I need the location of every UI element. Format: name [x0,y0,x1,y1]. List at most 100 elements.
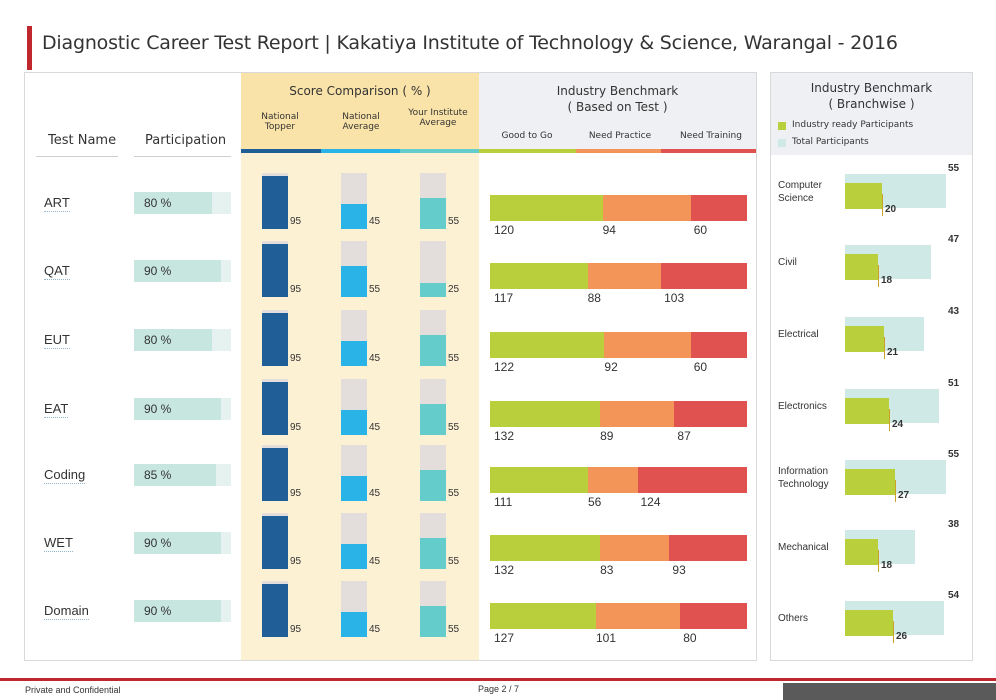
industry-benchmark-value: 60 [693,360,708,374]
branch-name: Others [778,613,809,624]
score-bar-value: 45 [369,556,381,567]
score-bar [262,382,288,435]
title-accent-bar [27,26,32,70]
participation-value: 90 % [144,402,172,416]
industry-benchmark-value: 88 [587,291,601,305]
branch-name: Electrical [778,329,819,340]
participation-value: 90 % [144,604,172,618]
participation-fill [134,260,222,282]
branch-total-value: 54 [948,590,960,601]
participation-header-rule [134,156,231,157]
score-comparison-header-background [241,73,479,151]
branch-ready-bar [845,326,884,352]
national-topper-header: National Topper [261,112,299,132]
score-bar [341,266,367,297]
need-training-segment [690,332,747,358]
need-training-segment [661,263,747,289]
score-bar-value: 45 [369,353,381,364]
good-to-go-segment [490,332,605,358]
score-bar [341,341,367,366]
score-bar [420,198,446,229]
good-to-go-header: Good to Go [501,131,553,141]
score-bar-value: 95 [290,556,302,567]
participation-bar: 90 % [134,532,231,554]
industry-benchmark-value: 93 [672,563,686,577]
good-to-go-segment [490,603,596,629]
branch-benchmark-header-line1: Industry Benchmark [810,81,933,95]
branch-ready-bar [845,254,878,280]
score-bar-value: 45 [369,624,381,635]
participation-value: 80 % [144,333,172,347]
test-name: ART [44,195,70,212]
branch-ready-marker [878,550,879,572]
industry-benchmark-value: 83 [600,563,614,577]
participation-bar: 90 % [134,260,231,282]
branch-benchmark-header-line2: ( Branchwise ) [828,97,915,111]
branch-ready-bar [845,469,895,495]
average-color-strip [321,149,400,153]
need-training-segment [674,401,747,427]
topper-color-strip [241,149,321,153]
good-to-go-segment [490,535,601,561]
test-name-header: Test Name [48,133,117,148]
institute-color-strip [400,149,479,153]
industry-benchmark-header-background [479,73,756,151]
industry-benchmark-value: 124 [640,495,661,509]
participation-value: 90 % [144,264,172,278]
score-bar-value: 95 [290,488,302,499]
score-bar [420,538,446,569]
industry-benchmark-value: 103 [664,291,685,305]
score-bar [420,283,446,297]
branch-ready-marker [889,409,890,431]
branch-total-value: 43 [948,306,960,317]
participation-bar: 80 % [134,329,231,351]
industry-benchmark-value: 132 [494,429,515,443]
score-bar-value: 55 [448,488,460,499]
score-bar [341,204,367,229]
score-comparison-background [241,73,479,660]
test-name: EAT [44,401,69,418]
score-bar [262,448,288,501]
good-to-go-segment [490,401,601,427]
industry-benchmark-value: 127 [494,631,515,645]
score-bar [262,584,288,637]
industry-benchmark-value: 94 [602,223,616,237]
score-bar-value: 55 [448,422,460,433]
industry-benchmark-value: 80 [683,631,697,645]
need-practice-segment [602,195,691,221]
score-bar-value: 95 [290,284,302,295]
test-name: Coding [44,467,86,484]
branch-name: Mechanical [778,542,829,553]
score-bar [262,176,288,229]
score-bar [341,410,367,435]
branch-ready-bar [845,610,893,636]
participation-fill [134,464,217,486]
participation-bar: 90 % [134,600,231,622]
score-bar-value: 55 [369,284,381,295]
score-bar [341,544,367,569]
industry-benchmark-header-line2: ( Based on Test ) [567,100,668,114]
score-comparison-header: Score Comparison ( % ) [289,84,431,98]
footer-page-number: Page 2 / 7 [478,684,520,694]
need-training-segment [669,535,747,561]
participation-fill [134,532,222,554]
participation-bar: 90 % [134,398,231,420]
participation-bar: 85 % [134,464,231,486]
score-bar-value: 55 [448,353,460,364]
need-practice-segment [604,332,691,358]
industry-benchmark-value: 92 [604,360,618,374]
industry-benchmark-value: 132 [494,563,515,577]
industry-benchmark-value: 60 [693,223,708,237]
need-practice-segment [588,467,638,493]
branch-ready-bar [845,183,882,209]
branch-total-value: 55 [948,163,960,174]
score-bar-value: 45 [369,216,381,227]
score-bar [341,612,367,637]
participation-fill [134,329,212,351]
branch-panel [770,72,973,661]
footer-rule [0,678,996,681]
national-average-header: National Average [342,112,380,132]
need-training-header: Need Training [680,131,742,141]
branch-ready-value: 18 [881,275,893,286]
test-name-header-rule [36,156,118,157]
